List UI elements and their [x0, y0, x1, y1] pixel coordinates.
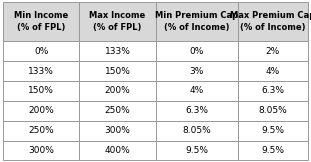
Bar	[238, 101, 308, 121]
Bar	[79, 101, 156, 121]
Bar	[3, 101, 79, 121]
Text: 6.3%: 6.3%	[185, 106, 208, 115]
Text: 250%: 250%	[28, 126, 54, 135]
Text: 4%: 4%	[266, 67, 280, 76]
Text: 9.5%: 9.5%	[261, 126, 284, 135]
Text: 250%: 250%	[104, 106, 130, 115]
Text: 133%: 133%	[28, 67, 54, 76]
Text: 9.5%: 9.5%	[261, 146, 284, 155]
Bar	[238, 61, 308, 81]
Text: 2%: 2%	[266, 47, 280, 56]
Bar	[156, 121, 238, 141]
Text: 3%: 3%	[189, 67, 204, 76]
Bar	[238, 2, 308, 41]
Bar	[3, 41, 79, 61]
Text: 4%: 4%	[189, 86, 204, 95]
Bar	[79, 41, 156, 61]
Text: 8.05%: 8.05%	[182, 126, 211, 135]
Bar	[238, 141, 308, 160]
Text: 150%: 150%	[104, 67, 130, 76]
Bar	[156, 81, 238, 101]
Text: 300%: 300%	[104, 126, 130, 135]
Text: 8.05%: 8.05%	[258, 106, 287, 115]
Bar	[156, 141, 238, 160]
Bar	[3, 61, 79, 81]
Text: 6.3%: 6.3%	[261, 86, 284, 95]
Text: Min Premium Cap
(% of Income): Min Premium Cap (% of Income)	[155, 11, 238, 32]
Bar	[156, 61, 238, 81]
Text: Max Premium Cap
(% of Income): Max Premium Cap (% of Income)	[230, 11, 311, 32]
Bar	[3, 2, 79, 41]
Text: 133%: 133%	[104, 47, 130, 56]
Text: 300%: 300%	[28, 146, 54, 155]
Text: 200%: 200%	[28, 106, 54, 115]
Bar	[156, 41, 238, 61]
Bar	[79, 2, 156, 41]
Bar	[238, 121, 308, 141]
Text: Max Income
(% of FPL): Max Income (% of FPL)	[89, 11, 146, 32]
Bar	[238, 41, 308, 61]
Text: 400%: 400%	[104, 146, 130, 155]
Bar	[79, 61, 156, 81]
Bar	[238, 81, 308, 101]
Bar	[79, 121, 156, 141]
Text: 0%: 0%	[189, 47, 204, 56]
Bar	[3, 141, 79, 160]
Bar	[156, 101, 238, 121]
Text: Min Income
(% of FPL): Min Income (% of FPL)	[14, 11, 68, 32]
Bar	[3, 121, 79, 141]
Bar	[3, 81, 79, 101]
Text: 9.5%: 9.5%	[185, 146, 208, 155]
Bar	[79, 141, 156, 160]
Text: 200%: 200%	[104, 86, 130, 95]
Bar	[79, 81, 156, 101]
Text: 150%: 150%	[28, 86, 54, 95]
Bar	[156, 2, 238, 41]
Text: 0%: 0%	[34, 47, 49, 56]
